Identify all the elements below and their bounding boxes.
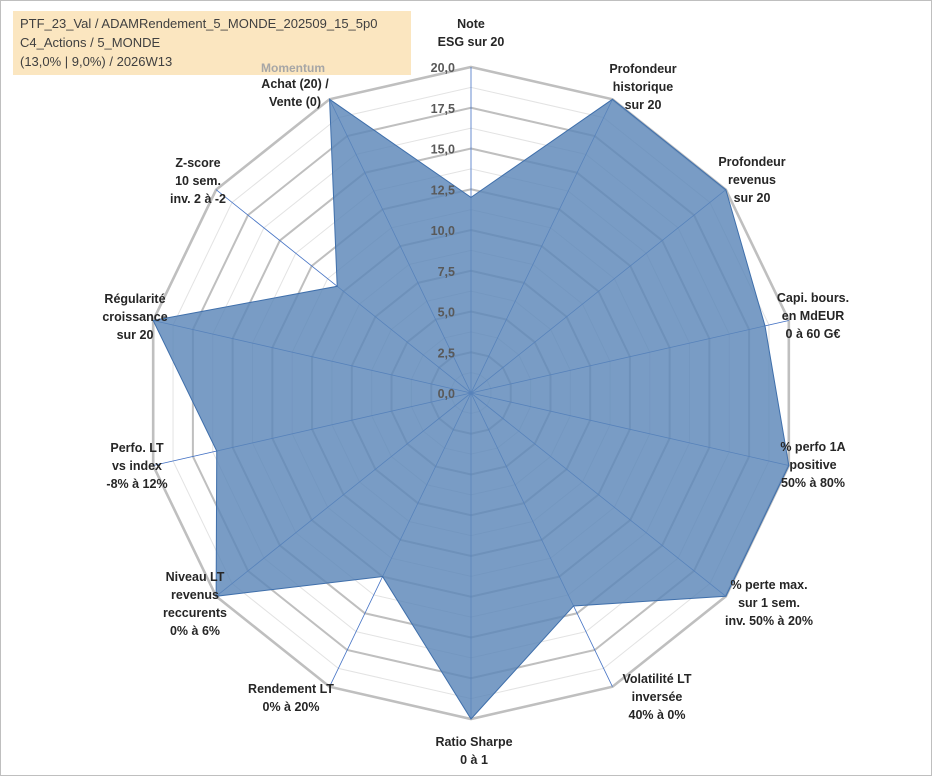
axis-label: Profondeur revenus sur 20: [718, 155, 785, 205]
tick-label: 20,0: [431, 61, 455, 75]
axis-label: Achat (20) / Vente (0): [261, 77, 329, 109]
axis-label: Capi. bours. en MdEUR 0 à 60 G€: [777, 291, 849, 341]
info-box: PTF_23_Val / ADAMRendement_5_MONDE_20250…: [13, 11, 411, 75]
axis-label: % perte max. sur 1 sem. inv. 50% à 20%: [725, 578, 813, 628]
info-line-3: (13,0% | 9,0%) / 2026W13: [20, 54, 173, 69]
tick-label: 12,5: [431, 183, 455, 197]
info-line-2: C4_Actions / 5_MONDE: [20, 35, 161, 50]
axis-label: Perfo. LT vs index -8% à 12%: [106, 441, 167, 491]
axis-label: Niveau LT revenus reccurents 0% à 6%: [163, 570, 227, 638]
axis-label: Profondeur historique sur 20: [609, 62, 676, 112]
tick-label: 10,0: [431, 224, 455, 238]
tick-label: 0,0: [438, 387, 455, 401]
axis-label: Rendement LT 0% à 20%: [248, 682, 334, 714]
axis-label: Note ESG sur 20: [438, 17, 505, 49]
data-area: [152, 98, 790, 720]
tick-label: 5,0: [438, 306, 455, 320]
tick-label: 2,5: [438, 346, 455, 360]
axis-label: % perfo 1A positive 50% à 80%: [780, 440, 845, 490]
tick-label: 17,5: [431, 102, 455, 116]
tick-label: 15,0: [431, 143, 455, 157]
group-label: Momentum: [261, 61, 325, 75]
axis-label: Ratio Sharpe 0 à 1: [435, 735, 512, 767]
axis-label: Régularité croissance sur 20: [102, 292, 167, 342]
axis-label: Z-score 10 sem. inv. 2 à -2: [170, 156, 226, 206]
tick-label: 7,5: [438, 265, 455, 279]
info-line-1: PTF_23_Val / ADAMRendement_5_MONDE_20250…: [20, 16, 378, 31]
axis-label: Volatilité LT inversée 40% à 0%: [623, 672, 692, 722]
